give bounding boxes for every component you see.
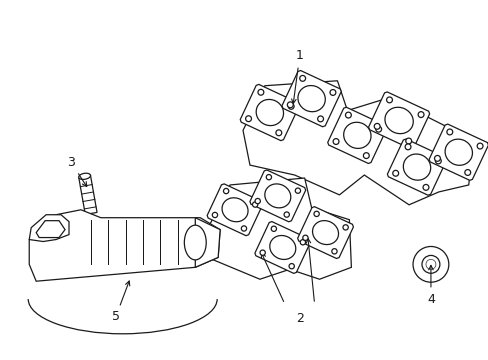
- Circle shape: [317, 116, 323, 122]
- Polygon shape: [208, 178, 351, 279]
- Circle shape: [255, 198, 260, 204]
- Ellipse shape: [297, 86, 325, 112]
- Circle shape: [404, 144, 410, 150]
- Polygon shape: [243, 81, 473, 205]
- Circle shape: [284, 212, 289, 217]
- Circle shape: [464, 170, 469, 175]
- Circle shape: [212, 212, 217, 217]
- Ellipse shape: [444, 139, 471, 165]
- Polygon shape: [368, 92, 429, 149]
- Circle shape: [288, 264, 294, 269]
- Polygon shape: [297, 207, 353, 258]
- Circle shape: [345, 112, 350, 118]
- Circle shape: [446, 129, 452, 135]
- Ellipse shape: [269, 235, 295, 260]
- Circle shape: [386, 97, 392, 103]
- Circle shape: [332, 139, 338, 144]
- Ellipse shape: [403, 154, 430, 180]
- Circle shape: [373, 123, 379, 129]
- Text: 4: 4: [426, 265, 434, 306]
- Polygon shape: [428, 124, 488, 180]
- Text: 1: 1: [291, 49, 303, 104]
- Polygon shape: [195, 218, 220, 267]
- Ellipse shape: [384, 107, 412, 134]
- Circle shape: [421, 255, 439, 273]
- Ellipse shape: [184, 225, 206, 260]
- Text: 5: 5: [111, 281, 129, 323]
- Polygon shape: [207, 184, 263, 236]
- Ellipse shape: [264, 184, 290, 208]
- Polygon shape: [327, 107, 386, 163]
- Polygon shape: [29, 210, 220, 281]
- Polygon shape: [240, 84, 299, 141]
- Circle shape: [363, 153, 368, 158]
- Circle shape: [300, 240, 305, 245]
- Circle shape: [265, 175, 271, 180]
- Circle shape: [422, 184, 428, 190]
- Ellipse shape: [256, 99, 283, 126]
- Circle shape: [329, 90, 335, 95]
- Text: 3: 3: [67, 156, 86, 186]
- Polygon shape: [386, 139, 446, 195]
- Polygon shape: [36, 221, 65, 238]
- Polygon shape: [254, 222, 310, 273]
- Polygon shape: [249, 170, 305, 222]
- Polygon shape: [29, 215, 69, 242]
- Circle shape: [223, 188, 228, 194]
- Circle shape: [476, 143, 482, 149]
- Circle shape: [434, 156, 440, 161]
- Circle shape: [258, 89, 264, 95]
- Circle shape: [287, 102, 293, 108]
- Circle shape: [275, 130, 281, 136]
- Polygon shape: [282, 71, 341, 127]
- Circle shape: [260, 250, 265, 255]
- Ellipse shape: [343, 122, 370, 148]
- Circle shape: [412, 247, 448, 282]
- Text: 2: 2: [295, 312, 303, 325]
- Circle shape: [287, 103, 293, 109]
- Circle shape: [375, 126, 381, 132]
- Circle shape: [299, 76, 305, 81]
- Circle shape: [302, 235, 307, 240]
- Ellipse shape: [312, 221, 338, 244]
- Circle shape: [271, 226, 276, 231]
- Circle shape: [313, 211, 319, 216]
- Circle shape: [405, 138, 411, 144]
- Circle shape: [331, 249, 336, 254]
- Circle shape: [245, 116, 251, 122]
- Circle shape: [425, 260, 435, 269]
- Polygon shape: [79, 175, 97, 215]
- Circle shape: [392, 170, 398, 176]
- Ellipse shape: [222, 198, 247, 222]
- Circle shape: [434, 158, 440, 164]
- Circle shape: [295, 188, 300, 193]
- Circle shape: [241, 226, 246, 231]
- Circle shape: [252, 202, 257, 207]
- Ellipse shape: [79, 173, 90, 179]
- Circle shape: [417, 112, 423, 117]
- Circle shape: [342, 225, 347, 230]
